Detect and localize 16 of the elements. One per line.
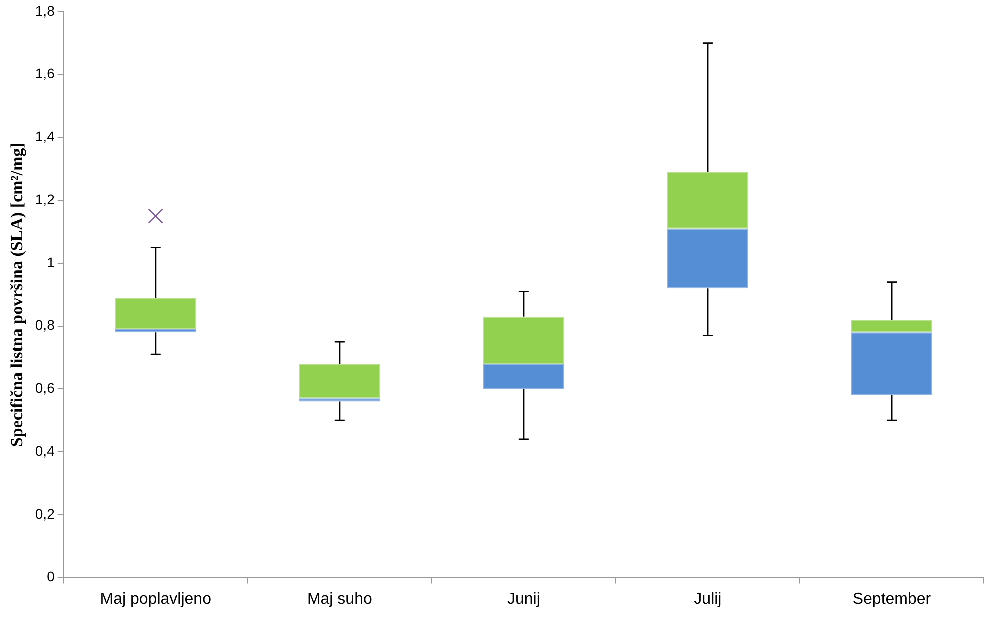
y-tick-label: 0 xyxy=(47,568,56,585)
x-tick-label: Maj poplavljeno xyxy=(100,590,212,608)
y-tick-label: 1,2 xyxy=(35,191,56,208)
x-tick-label: September xyxy=(852,590,932,608)
x-tick-label: Julij xyxy=(694,590,722,608)
x-tick-label: Junij xyxy=(507,590,540,608)
y-tick-label: 1,4 xyxy=(35,128,56,145)
y-axis-title: Specifična listna površina (SLA) [cm²/mg] xyxy=(8,142,27,448)
y-tick-label: 0,6 xyxy=(35,380,56,396)
y-tick-label: 0,8 xyxy=(35,317,56,334)
y-tick-label: 1,8 xyxy=(35,2,56,19)
y-tick-label: 0,4 xyxy=(35,442,56,459)
x-tick-label: Maj suho xyxy=(307,590,372,608)
y-tick-label: 0,2 xyxy=(35,506,56,522)
y-tick-label: 1 xyxy=(47,254,56,270)
y-tick-label: 1,6 xyxy=(35,66,56,82)
